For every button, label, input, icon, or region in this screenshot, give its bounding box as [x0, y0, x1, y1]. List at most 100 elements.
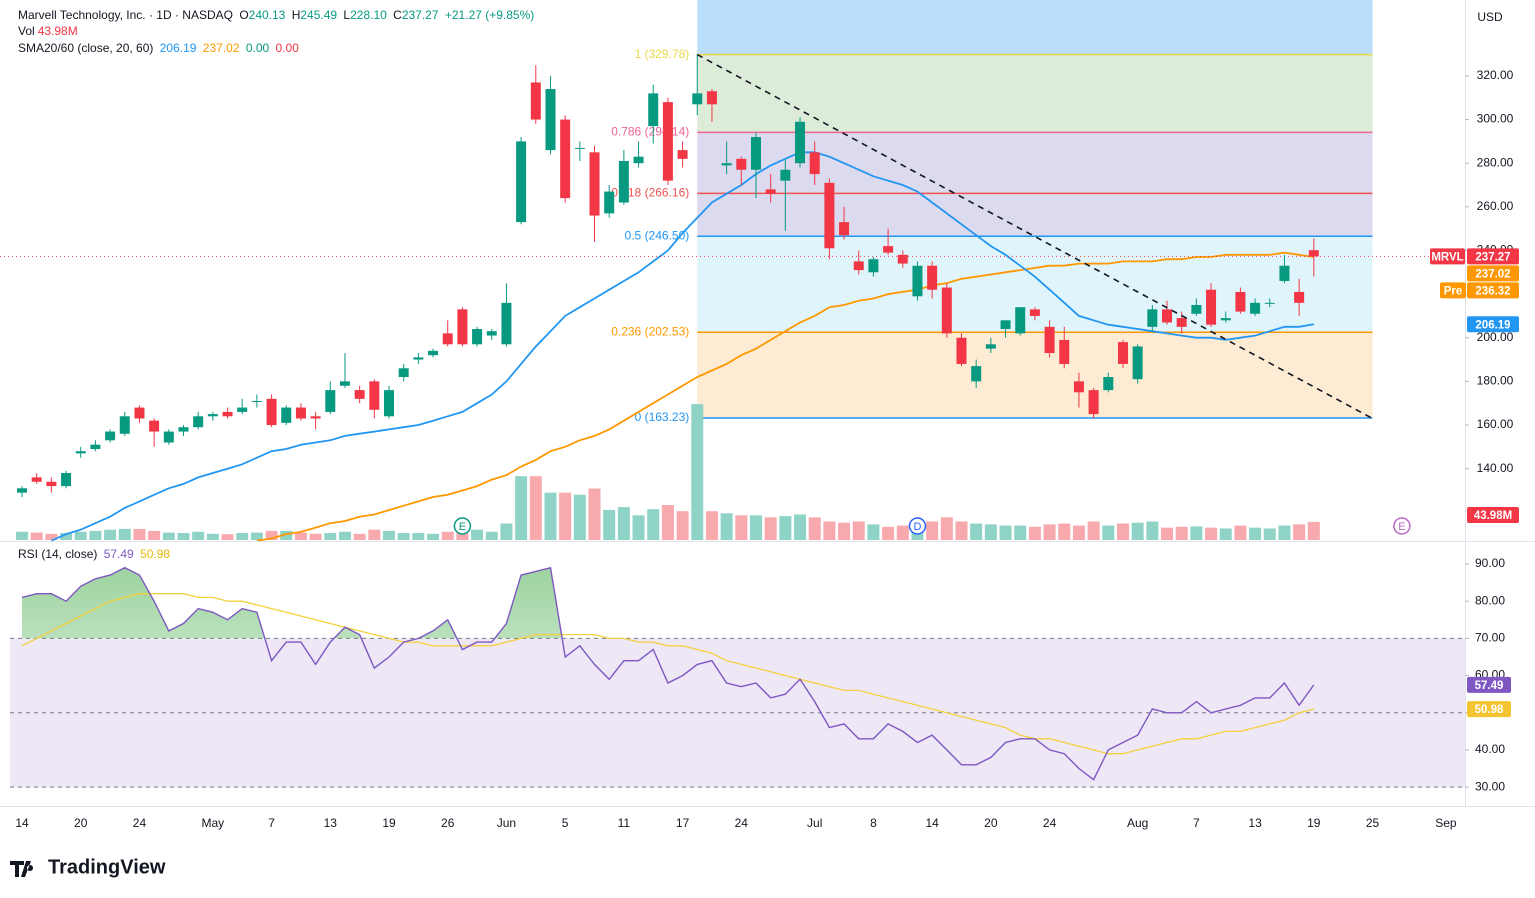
volume-bar [852, 521, 865, 540]
candle-body [721, 163, 732, 166]
volume-bar [1102, 525, 1115, 540]
volume-bar [1263, 528, 1276, 540]
candle-body [1294, 291, 1305, 303]
volume-bar [705, 511, 718, 540]
volume-bar [206, 533, 219, 540]
volume-bar [1219, 528, 1232, 540]
symbol: Marvell Technology, Inc. · 1D · NASDAQ [18, 8, 233, 22]
volume-bar [955, 521, 968, 540]
volume-bar [280, 530, 293, 540]
rsi-layer [10, 566, 1465, 788]
volume-bar [45, 533, 58, 540]
volume-bar [397, 533, 410, 540]
volume-bar [970, 523, 983, 540]
candle-body [1162, 309, 1173, 323]
volume-bar [515, 476, 528, 540]
volume-bar [1234, 525, 1247, 540]
candle-body [1206, 289, 1217, 325]
volume-bar [133, 528, 146, 540]
volume-bar [838, 522, 851, 540]
rsi-value: 57.49 [103, 547, 134, 561]
volume-bar [104, 529, 117, 540]
fib-zone [697, 54, 1373, 133]
x-tick-label: 13 [1248, 816, 1262, 830]
candle-body [354, 390, 365, 399]
volume-bar [89, 530, 102, 540]
candle-body [207, 414, 218, 417]
volume-bar [74, 531, 87, 540]
sma-extra: 0.00 [245, 41, 270, 55]
candle-body [985, 344, 996, 349]
candle-body [912, 265, 923, 297]
event-label: D [913, 521, 921, 533]
candle-body [75, 451, 86, 454]
candle-body [809, 152, 820, 175]
candle-body [472, 329, 483, 345]
candle-body [604, 191, 615, 214]
volume-bar [559, 492, 572, 540]
legend-vol: Vol 43.98M [18, 23, 81, 39]
candle-body [589, 152, 600, 216]
volume-bar [764, 517, 777, 540]
volume-bar [1131, 522, 1144, 540]
candle-body [780, 169, 791, 181]
x-tick-label: 7 [268, 816, 275, 830]
sma-label: SMA20/60 (close, 20, 60) [18, 41, 154, 55]
candle-body [750, 137, 761, 170]
volume-bar [926, 521, 939, 540]
volume-bar [529, 476, 542, 540]
logo-text: TradingView [48, 856, 166, 878]
vol-label: Vol [18, 24, 35, 38]
candle-body [1015, 307, 1026, 334]
candle-body [897, 254, 908, 264]
event-badge [908, 517, 927, 535]
candle-body [545, 89, 556, 151]
x-tick-label: 20 [984, 816, 998, 830]
fib-label: 0 (163.23) [635, 410, 690, 424]
candle-body [31, 477, 42, 482]
volume-bar [250, 532, 263, 540]
volume-bar [661, 505, 674, 540]
candle-body [824, 182, 835, 249]
candle-body [662, 102, 673, 181]
volume-bar [500, 523, 513, 540]
candle-body [648, 93, 659, 127]
rsi-tick-label: 80.00 [1475, 593, 1505, 607]
candle-body [633, 156, 644, 164]
x-tick-label: 8 [870, 816, 877, 830]
candle-body [281, 407, 292, 423]
candle-body [868, 259, 879, 273]
candle-body [251, 401, 262, 403]
candle-body [1000, 320, 1011, 330]
candle-body [1176, 318, 1187, 327]
candle-body [17, 488, 28, 493]
x-tick-label: 17 [676, 816, 690, 830]
candle-body [501, 302, 512, 345]
volume-bar [118, 528, 131, 540]
currency: USD [1477, 10, 1503, 24]
ticker-tag: MRVL [1431, 251, 1463, 263]
volume-bar [1190, 526, 1203, 540]
h-value: 245.49 [300, 8, 338, 22]
y-tick-label: 180.00 [1477, 374, 1514, 388]
volume-bar [940, 517, 953, 540]
c-label: C [393, 8, 402, 22]
candle-body [1147, 309, 1158, 327]
legend-rsi: RSI (14, close) 57.49 50.98 [18, 546, 173, 562]
sma60-tag: 237.02 [1475, 268, 1510, 280]
h-label: H [291, 8, 301, 22]
candle-body [839, 222, 850, 236]
fib-label: 0.786 (294.14) [611, 125, 689, 139]
x-tick-label: 25 [1366, 816, 1380, 830]
candle-body [1059, 339, 1070, 364]
ticker-tag-box [1430, 248, 1465, 265]
fib-label: 1 (329.78) [635, 47, 690, 61]
volume-bar [794, 514, 807, 540]
fib-label: 0.236 (202.53) [611, 324, 689, 338]
pre-label-tag: Pre [1444, 285, 1463, 297]
candle-body [384, 390, 395, 417]
event-label: E [459, 521, 466, 533]
volume-bar [60, 533, 73, 540]
